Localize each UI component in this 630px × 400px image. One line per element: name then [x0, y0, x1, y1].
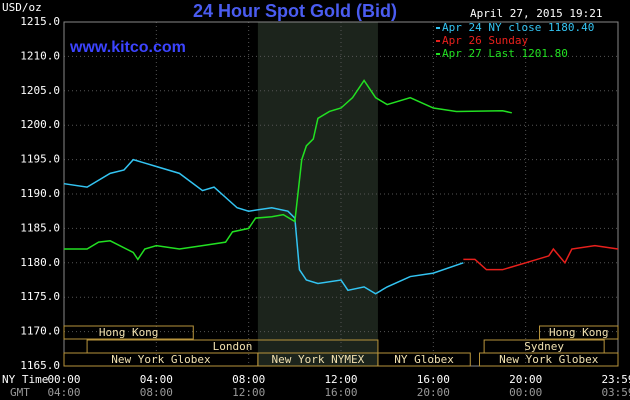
chart-title: 24 Hour Spot Gold (Bid): [193, 1, 397, 21]
y-tick-label: 1200.0: [20, 118, 60, 131]
plot: [63, 21, 619, 367]
y-tick-label: 1180.0: [20, 256, 60, 269]
x2-tick-label: 20:00: [417, 386, 450, 399]
legend-entry: Apr 24 NY close 1180.40: [442, 21, 594, 34]
x-tick-label: 16:00: [417, 373, 450, 386]
x2-tick-label: 00:00: [509, 386, 542, 399]
x2-axis-label: GMT: [10, 386, 30, 399]
series-line: [463, 244, 619, 271]
highlight-region: [257, 22, 378, 366]
y-axis-label: USD/oz: [2, 1, 42, 14]
series-line: [64, 79, 512, 261]
legend-entry: Apr 27 Last 1201.80: [442, 47, 568, 60]
x-tick-label: 04:00: [140, 373, 173, 386]
y-tick-label: 1205.0: [20, 84, 60, 97]
x-tick-label: 23:59: [601, 373, 630, 386]
y-tick-label: 1175.0: [20, 290, 60, 303]
x-tick-label: 00:00: [47, 373, 80, 386]
session-label: Hong Kong: [99, 326, 159, 339]
legend-swatch: [436, 40, 440, 42]
session-label: New York NYMEX: [272, 353, 365, 366]
legend-swatch: [436, 27, 440, 29]
series-line: [63, 158, 464, 295]
y-tick-label: 1215.0: [20, 15, 60, 28]
x2-tick-label: 16:00: [324, 386, 357, 399]
session-label: NY Globex: [394, 353, 454, 366]
session-label: New York Globex: [111, 353, 211, 366]
y-tick-label: 1165.0: [20, 359, 60, 372]
y-tick-label: 1210.0: [20, 49, 60, 62]
x2-tick-label: 08:00: [140, 386, 173, 399]
session-label: London: [213, 340, 253, 353]
legend-entry: Apr 26 Sunday: [442, 34, 528, 47]
x2-tick-label: 04:00: [47, 386, 80, 399]
session-box: [377, 352, 471, 367]
x-tick-label: 12:00: [324, 373, 357, 386]
y-tick-label: 1195.0: [20, 153, 60, 166]
session-label: Hong Kong: [549, 326, 609, 339]
session-label: New York Globex: [499, 353, 599, 366]
session-box: [63, 325, 194, 340]
y-tick-label: 1185.0: [20, 221, 60, 234]
session-box: [539, 325, 619, 340]
x2-tick-label: 12:00: [232, 386, 265, 399]
y-tick-label: 1190.0: [20, 187, 60, 200]
session-box: [479, 352, 619, 367]
timestamp: April 27, 2015 19:21: [470, 7, 602, 20]
x-axis-label: NY Time: [2, 373, 48, 386]
legend-swatch: [436, 53, 440, 55]
x-tick-label: 20:00: [509, 373, 542, 386]
subtitle: www.kitco.com: [69, 39, 186, 56]
session-label: Sydney: [524, 340, 564, 353]
x-tick-label: 08:00: [232, 373, 265, 386]
y-tick-label: 1170.0: [20, 325, 60, 338]
x2-tick-label: 03:59: [601, 386, 630, 399]
